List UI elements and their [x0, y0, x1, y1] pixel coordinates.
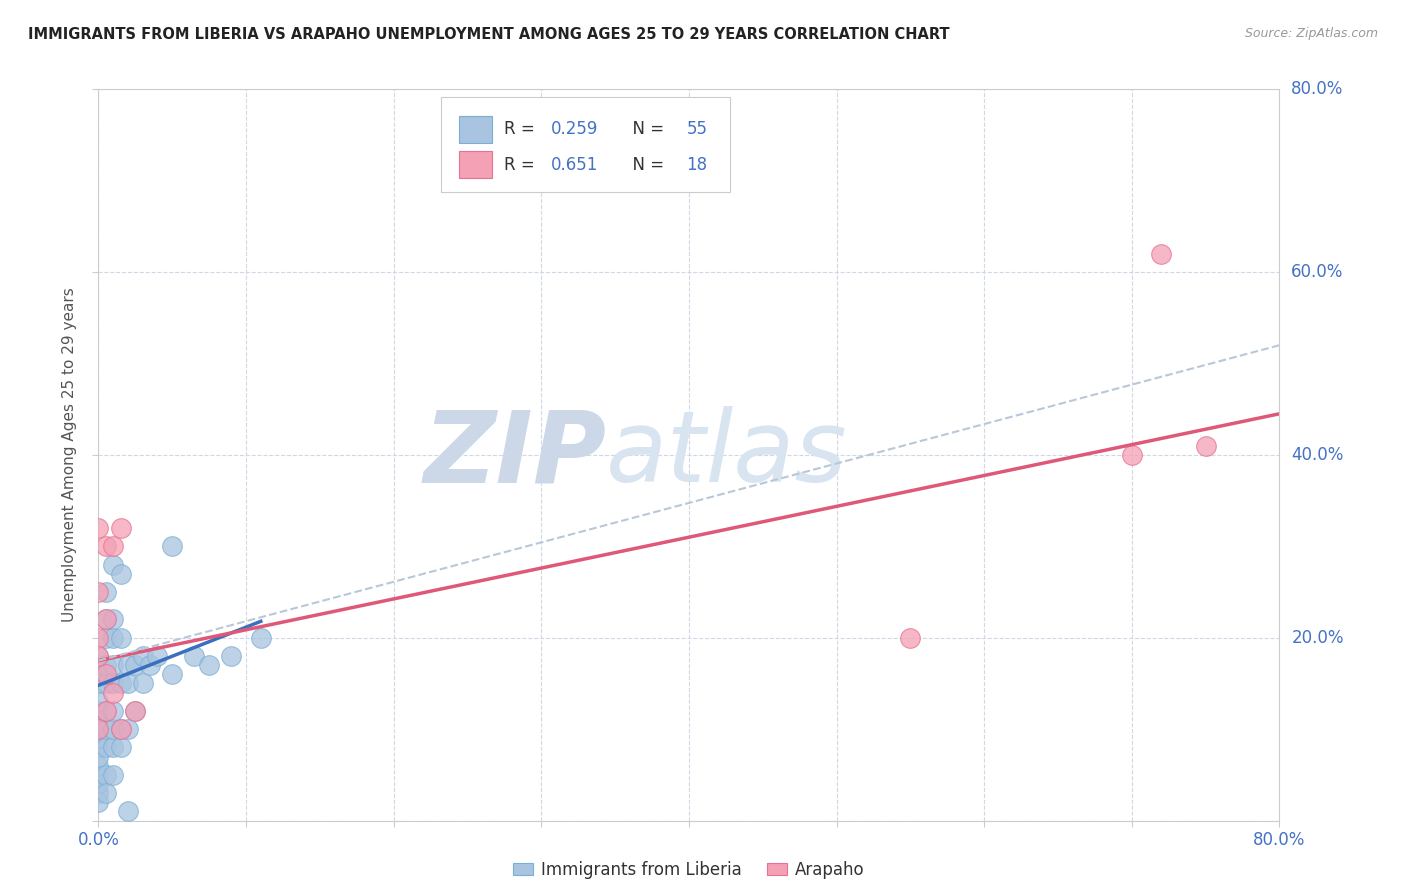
- Point: [87, 713, 110, 727]
- Point: [87, 631, 110, 645]
- Point: [162, 667, 183, 681]
- Point: [94, 631, 117, 645]
- Text: IMMIGRANTS FROM LIBERIA VS ARAPAHO UNEMPLOYMENT AMONG AGES 25 TO 29 YEARS CORREL: IMMIGRANTS FROM LIBERIA VS ARAPAHO UNEMP…: [28, 27, 949, 42]
- Point: [94, 723, 117, 737]
- Text: N =: N =: [621, 120, 669, 138]
- Point: [132, 649, 155, 664]
- Legend: Immigrants from Liberia, Arapaho: Immigrants from Liberia, Arapaho: [506, 855, 872, 886]
- Point: [900, 631, 922, 645]
- Point: [87, 585, 110, 599]
- Point: [110, 566, 132, 581]
- Text: 20.0%: 20.0%: [1291, 629, 1344, 647]
- Point: [110, 723, 132, 737]
- Point: [94, 658, 117, 673]
- Point: [94, 613, 117, 627]
- Text: 80.0%: 80.0%: [1291, 80, 1344, 98]
- Point: [87, 521, 110, 535]
- Point: [103, 740, 125, 755]
- Point: [94, 704, 117, 718]
- Point: [110, 631, 132, 645]
- Point: [103, 613, 125, 627]
- Text: ZIP: ZIP: [423, 407, 606, 503]
- Point: [110, 676, 132, 690]
- Point: [124, 704, 146, 718]
- Text: 55: 55: [686, 120, 707, 138]
- Point: [87, 768, 110, 782]
- Point: [198, 658, 221, 673]
- Point: [110, 740, 132, 755]
- Point: [94, 704, 117, 718]
- Point: [117, 676, 139, 690]
- Point: [1150, 246, 1173, 260]
- Point: [87, 723, 110, 737]
- Point: [103, 558, 125, 572]
- FancyBboxPatch shape: [441, 96, 730, 192]
- Point: [94, 768, 117, 782]
- FancyBboxPatch shape: [458, 151, 492, 178]
- Point: [87, 723, 110, 737]
- Point: [87, 786, 110, 800]
- Point: [103, 723, 125, 737]
- Text: 0.651: 0.651: [551, 155, 598, 174]
- Point: [87, 667, 110, 681]
- Point: [117, 658, 139, 673]
- Point: [103, 658, 125, 673]
- Text: 18: 18: [686, 155, 707, 174]
- Point: [87, 695, 110, 709]
- Text: 40.0%: 40.0%: [1291, 446, 1344, 464]
- FancyBboxPatch shape: [458, 116, 492, 144]
- Point: [132, 676, 155, 690]
- Point: [250, 631, 273, 645]
- Point: [139, 658, 162, 673]
- Point: [87, 749, 110, 764]
- Point: [110, 723, 132, 737]
- Point: [1121, 448, 1143, 462]
- Point: [87, 758, 110, 772]
- Point: [94, 667, 117, 681]
- Point: [94, 786, 117, 800]
- Point: [87, 649, 110, 664]
- Point: [87, 676, 110, 690]
- Point: [110, 521, 132, 535]
- Point: [87, 796, 110, 810]
- Point: [117, 805, 139, 819]
- Point: [146, 649, 169, 664]
- Point: [87, 649, 110, 664]
- Point: [124, 658, 146, 673]
- Point: [94, 613, 117, 627]
- Text: Source: ZipAtlas.com: Source: ZipAtlas.com: [1244, 27, 1378, 40]
- Point: [87, 731, 110, 746]
- Point: [103, 631, 125, 645]
- Point: [103, 704, 125, 718]
- Point: [103, 676, 125, 690]
- Point: [94, 585, 117, 599]
- Point: [162, 539, 183, 553]
- Point: [87, 704, 110, 718]
- Y-axis label: Unemployment Among Ages 25 to 29 years: Unemployment Among Ages 25 to 29 years: [62, 287, 77, 623]
- Point: [219, 649, 242, 664]
- Text: atlas: atlas: [606, 407, 848, 503]
- Point: [183, 649, 205, 664]
- Text: R =: R =: [503, 120, 540, 138]
- Point: [1195, 439, 1218, 453]
- Text: 60.0%: 60.0%: [1291, 263, 1344, 281]
- Point: [94, 539, 117, 553]
- Point: [103, 539, 125, 553]
- Point: [87, 777, 110, 791]
- Point: [117, 723, 139, 737]
- Point: [94, 740, 117, 755]
- Point: [124, 704, 146, 718]
- Point: [94, 676, 117, 690]
- Text: R =: R =: [503, 155, 540, 174]
- Point: [103, 685, 125, 699]
- Text: 0.259: 0.259: [551, 120, 598, 138]
- Point: [87, 740, 110, 755]
- Text: N =: N =: [621, 155, 669, 174]
- Point: [103, 768, 125, 782]
